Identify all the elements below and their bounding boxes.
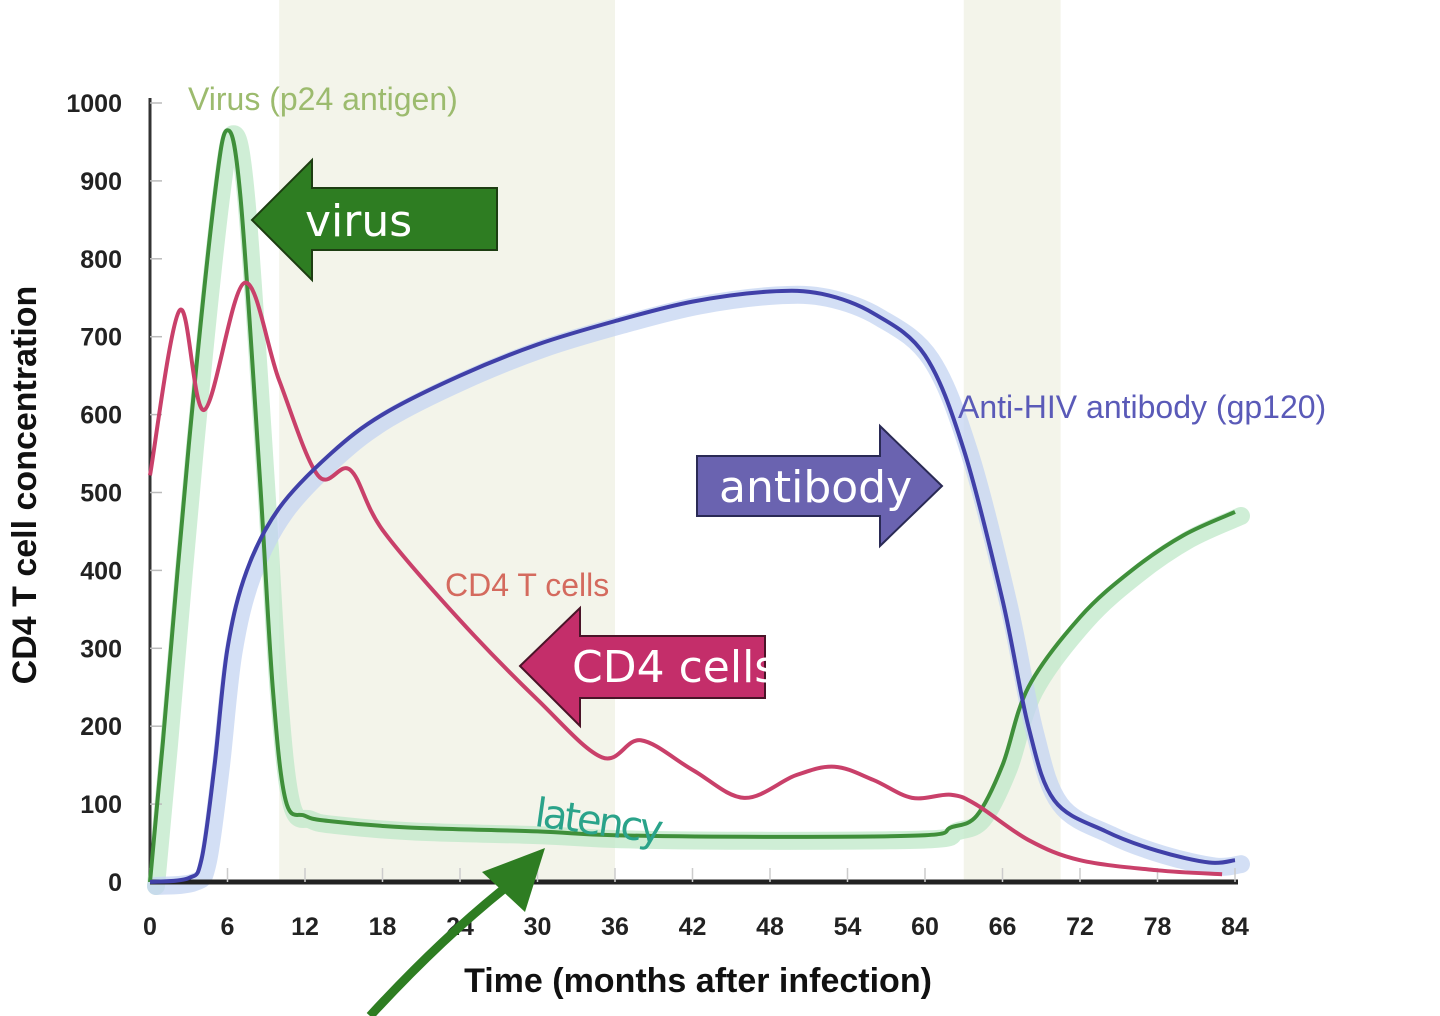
y-tick-label: 700 — [80, 324, 122, 352]
x-tick-label: 54 — [834, 913, 862, 941]
highlight-stroke-anti-hiv-antibody-gp120 — [147, 285, 1250, 895]
series-label-cd4: CD4 T cells — [445, 567, 609, 603]
x-tick-label: 60 — [911, 913, 939, 941]
x-tick-label: 12 — [291, 913, 319, 941]
x-axis-label: Time (months after infection) — [464, 962, 932, 1000]
cd4-arrow-text: CD4 cells — [572, 642, 777, 693]
y-axis-label: CD4 T cell concentration — [6, 286, 44, 685]
y-tick-label: 100 — [80, 791, 122, 819]
highlight-stroke-virus-p24-antigen — [147, 125, 1250, 895]
latency-arrow-shaft — [366, 884, 508, 1016]
antibody-arrow-annotation: antibody — [696, 423, 944, 549]
x-tick-label: 42 — [679, 913, 707, 941]
y-tick-label: 300 — [80, 635, 122, 663]
x-tick-label: 84 — [1221, 913, 1249, 941]
y-tick-label: 900 — [80, 168, 122, 196]
x-tick-label: 66 — [989, 913, 1017, 941]
latency-arrow-head — [482, 848, 545, 912]
series-label-antibody: Anti-HIV antibody (gp120) — [958, 389, 1326, 425]
x-tick-label: 78 — [1144, 913, 1172, 941]
x-tick-label: 36 — [601, 913, 629, 941]
virus-arrow-shape — [250, 157, 498, 283]
x-tick-label: 30 — [524, 913, 552, 941]
cd4-arrow-annotation: CD4 cells — [518, 605, 777, 729]
x-tick-label: 48 — [756, 913, 784, 941]
x-tick-label: 0 — [143, 913, 157, 941]
series-line-cd4-t-cells — [148, 280, 1223, 877]
virus-arrow-annotation: virus — [250, 157, 498, 283]
y-tick-label: 600 — [80, 402, 122, 430]
latency-pointer-arrow — [366, 848, 545, 1016]
y-tick-label: 0 — [108, 869, 122, 897]
x-tick-label: 6 — [221, 913, 235, 941]
shaded-phase-band-0 — [279, 0, 615, 882]
y-tick-label: 800 — [80, 246, 122, 274]
x-tick-label: 18 — [369, 913, 397, 941]
series-line-virus-p24-antigen — [148, 128, 1236, 883]
y-tick-label: 400 — [80, 557, 122, 585]
series-label-virus: Virus (p24 antigen) — [188, 81, 458, 117]
series-line-anti-hiv-antibody-gp120 — [149, 288, 1236, 884]
antibody-arrow-text: antibody — [719, 462, 912, 513]
x-tick-label: 72 — [1066, 913, 1094, 941]
cd4-arrow-shape — [518, 605, 766, 729]
antibody-arrow-shape — [696, 423, 944, 549]
y-tick-label: 200 — [80, 713, 122, 741]
y-tick-label: 1000 — [66, 90, 122, 118]
y-tick-label: 500 — [80, 480, 122, 508]
virus-arrow-text: virus — [305, 196, 412, 247]
